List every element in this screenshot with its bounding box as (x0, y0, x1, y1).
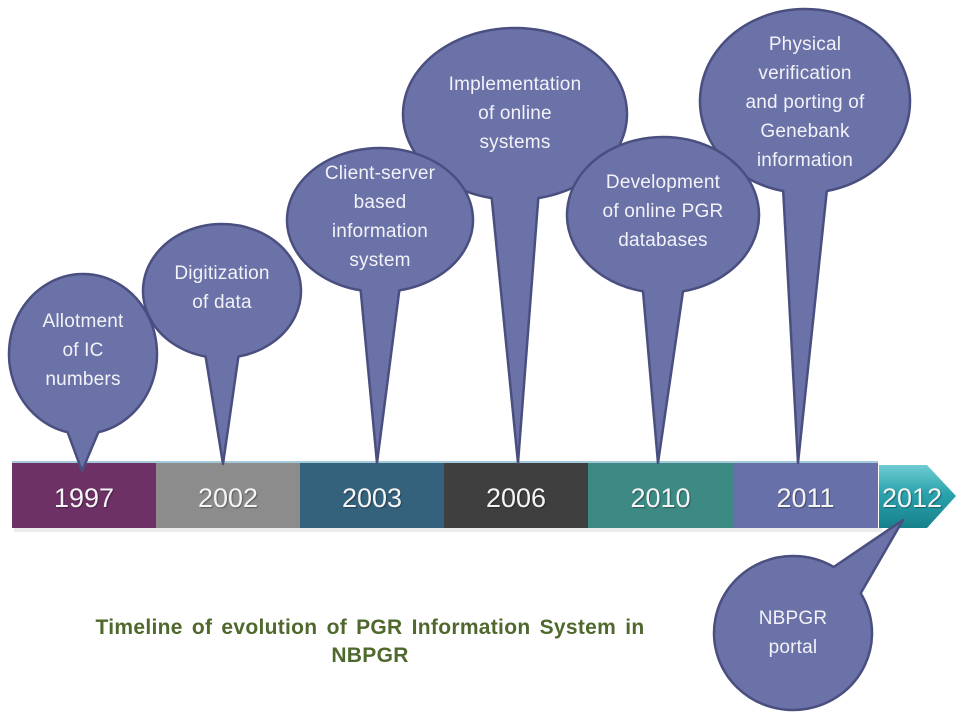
balloon-line: portal (768, 637, 818, 658)
segment-2006 (444, 463, 588, 528)
balloon-line: of data (192, 292, 252, 313)
balloon-line: databases (618, 230, 708, 251)
bar-shadow (14, 528, 882, 532)
balloon-line: Physical (768, 34, 842, 55)
balloon-text-client-server-information-system: Client-server based information system (290, 159, 470, 275)
balloon-line: numbers (45, 369, 121, 390)
year-label-2012: 2012 (881, 483, 943, 513)
balloon-line: Digitization (174, 263, 270, 284)
balloon-nbpgr-portal-shape (712, 518, 905, 712)
balloon-text-nbpgr-portal: NBPGR portal (713, 604, 873, 662)
segment-2011 (733, 463, 878, 528)
balloon-digitization-of-data-shape (141, 222, 303, 466)
balloon-text-physical-verification-genebank: Physical verification and porting of Gen… (705, 30, 905, 175)
year-label-2003: 2003 (341, 483, 403, 513)
year-label-2010: 2010 (630, 483, 691, 513)
year-label-2002: 2002 (197, 483, 259, 513)
balloon-line: Genebank (760, 121, 850, 142)
segment-2003 (300, 463, 444, 528)
balloon-line: Allotment (42, 311, 124, 332)
balloon-development-online-pgr-databases-shape (565, 135, 761, 465)
balloon-allotment-ic-numbers-shape (7, 272, 159, 473)
balloon-line: of online (478, 103, 552, 124)
balloon-line: Client-server (324, 163, 436, 184)
balloon-client-server-information-system-shape (285, 146, 475, 465)
diagram-caption: Timeline of evolution of PGR Information… (95, 616, 645, 667)
balloon-line: verification (758, 63, 852, 84)
balloon-line: and porting of (745, 92, 865, 113)
balloon-line: of IC (62, 340, 104, 361)
segment-2010 (588, 463, 733, 528)
balloon-text-digitization-of-data: Digitization of data (142, 259, 302, 317)
balloon-text-implementation-online-systems: Implementation of online systems (415, 70, 615, 157)
bar-top-edge (12, 461, 878, 465)
balloon-line: NBPGR (758, 608, 828, 629)
year-label-2006: 2006 (485, 483, 547, 513)
balloon-text-allotment-ic-numbers: Allotment of IC numbers (3, 307, 163, 394)
balloon-line: systems (479, 132, 551, 153)
balloon-line: information (331, 221, 429, 242)
balloon-line: Development (605, 172, 721, 193)
segment-1997 (12, 463, 156, 528)
balloon-physical-verification-genebank-shape (698, 7, 912, 465)
balloon-line: system (349, 250, 411, 271)
balloon-line: Implementation (448, 74, 582, 95)
year-label-1997: 1997 (53, 483, 115, 513)
balloon-line: of online PGR (602, 201, 724, 222)
segment-2012-arrow (879, 465, 956, 528)
segment-2002 (156, 463, 300, 528)
year-label-2011: 2011 (776, 483, 835, 513)
balloon-text-development-online-pgr-databases: Development of online PGR databases (568, 168, 758, 255)
balloon-line: based (353, 192, 407, 213)
balloon-line: information (756, 150, 854, 171)
